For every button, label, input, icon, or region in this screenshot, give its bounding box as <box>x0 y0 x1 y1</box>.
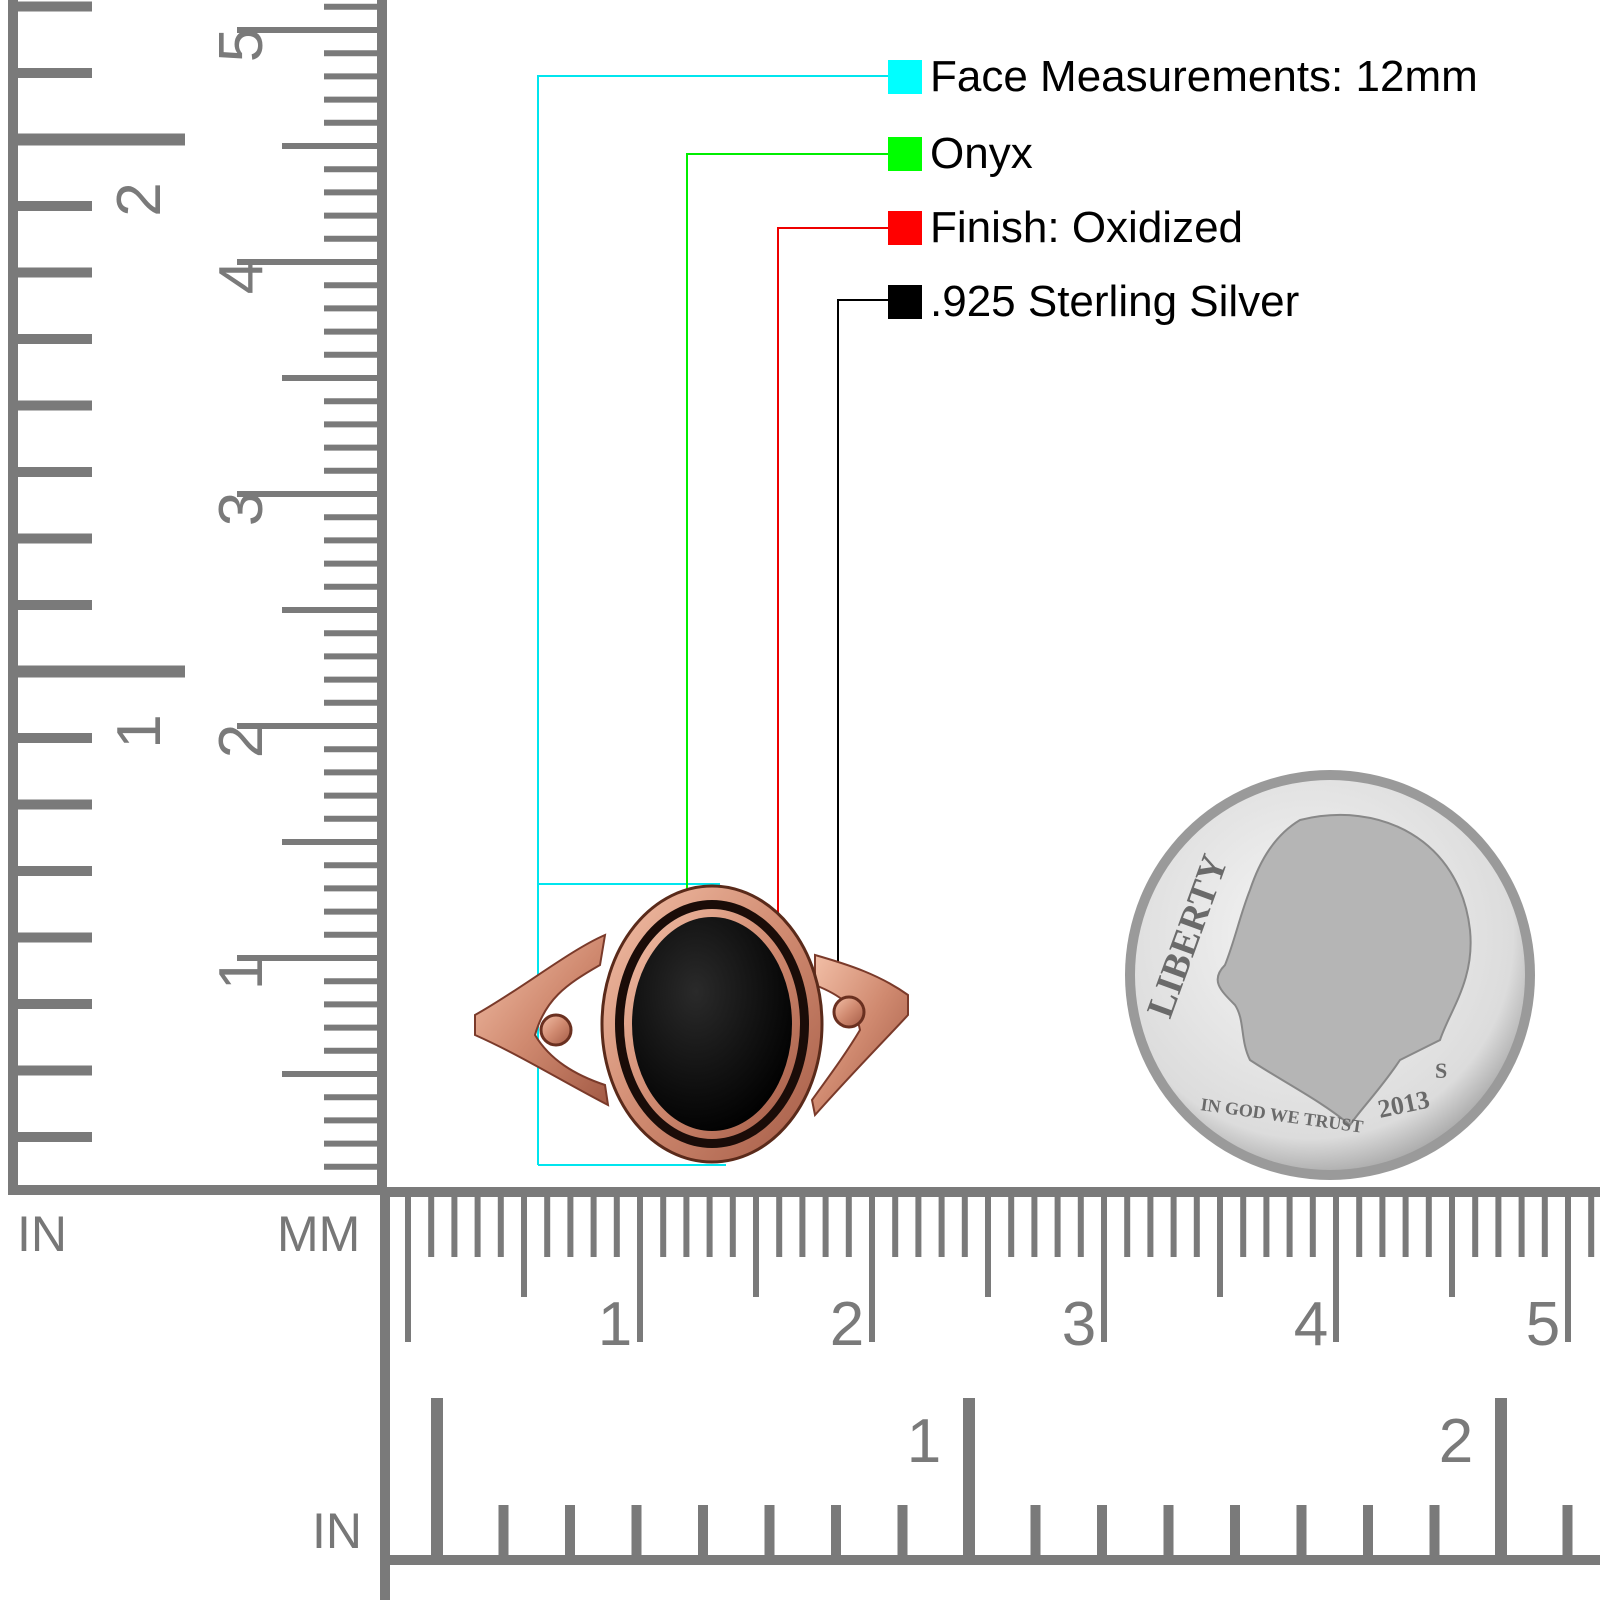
legend-finish: Finish: Oxidized <box>888 203 1244 252</box>
left-cm-label: 1 <box>207 956 276 990</box>
leader-onyx <box>686 153 888 972</box>
ring-shank-left <box>474 933 610 1107</box>
left-cm-label: 5 <box>207 28 276 62</box>
swatch-green <box>888 137 922 171</box>
leader-face <box>537 75 888 1165</box>
legend-label: Onyx <box>930 129 1033 178</box>
coin-portrait <box>1216 813 1472 1127</box>
ring-bead-left <box>539 1013 573 1047</box>
leader-silver <box>837 299 888 990</box>
bottom-cm-label: 4 <box>1294 1290 1328 1359</box>
legend-label: Finish: Oxidized <box>930 203 1244 252</box>
legend-label: .925 Sterling Silver <box>930 277 1300 326</box>
bottom-cm-label: 5 <box>1526 1290 1560 1359</box>
bottom-inch-label: 2 <box>1439 1407 1473 1476</box>
left-cm-label: 2 <box>207 724 276 758</box>
left-ruler-mm-unit: MM <box>277 1206 361 1262</box>
coin-mint-mark: S <box>1435 1058 1447 1083</box>
legend-onyx: Onyx <box>888 129 1033 178</box>
left-cm-label: 3 <box>207 492 276 526</box>
onyx-stone <box>632 917 792 1131</box>
left-inch-label: 2 <box>105 182 174 216</box>
ring-bead-right <box>832 995 866 1029</box>
swatch-black <box>888 285 922 319</box>
left-ruler-in-unit: IN <box>17 1206 67 1262</box>
bottom-cm-label: 1 <box>598 1290 632 1359</box>
swatch-red <box>888 211 922 245</box>
swatch-cyan <box>888 60 922 94</box>
bottom-ruler-in-unit: IN <box>312 1503 362 1559</box>
left-inch-label: 1 <box>105 714 174 748</box>
left-cm-label: 4 <box>207 260 276 294</box>
ring-shank-right <box>810 953 909 1118</box>
legend-face-measurements: Face Measurements: 12mm <box>888 52 1478 101</box>
legend-silver: .925 Sterling Silver <box>888 277 1300 326</box>
bottom-cm-label: 3 <box>1062 1290 1096 1359</box>
leader-finish <box>777 227 888 930</box>
legend-label: Face Measurements: 12mm <box>930 52 1478 101</box>
bottom-cm-label: 2 <box>830 1290 864 1359</box>
bottom-inch-label: 1 <box>907 1407 941 1476</box>
